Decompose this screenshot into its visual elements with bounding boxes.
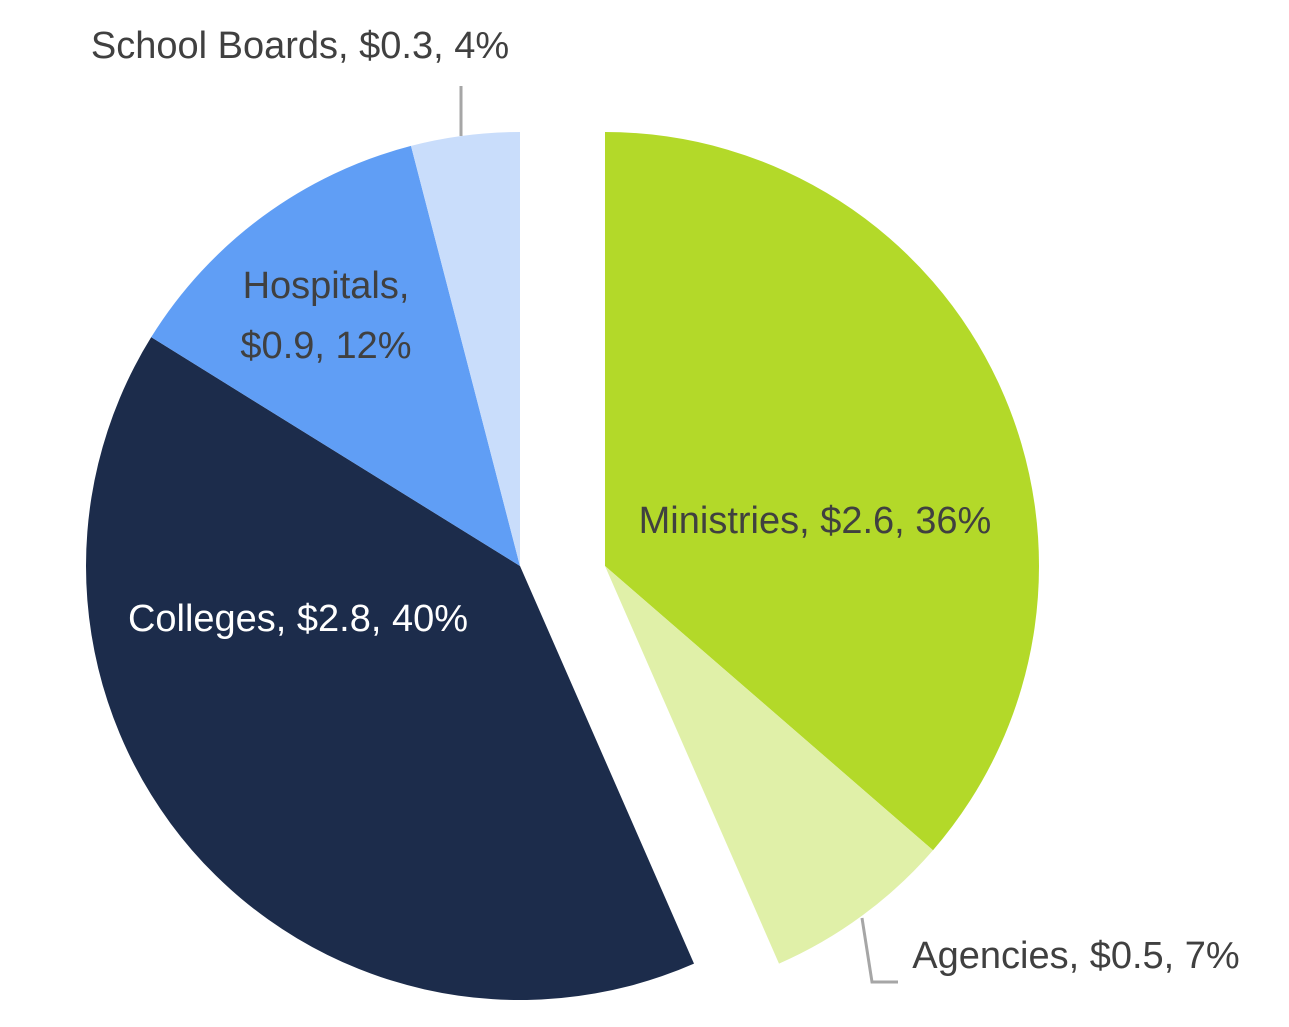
data-label-line: School Boards, $0.3, 4% [91,25,509,67]
pie-slice-colleges [85,337,694,1000]
data-label-school-boards: School Boards, $0.3, 4% [91,25,509,67]
leader-lines [459,86,898,984]
pie-slices [85,132,1040,1000]
pie-slice-hospitals [151,145,520,566]
data-label-line: Colleges, $2.8, 40% [128,598,468,640]
data-label-ministries: Ministries, $2.6, 36% [639,500,992,542]
data-labels: Ministries, $2.6, 36% Agencies, $0.5, 7% C… [91,25,1240,977]
data-label-line: Ministries, $2.6, 36% [639,500,992,542]
data-label-colleges: Colleges, $2.8, 40% [128,598,468,640]
data-label-line: Hospitals, [243,265,410,307]
pie-slice-school-boards [411,132,520,566]
leader-line-agencies [860,917,898,984]
pie-slice-agencies [605,566,933,964]
data-label-line: Agencies, $0.5, 7% [912,935,1239,977]
data-label-agencies: Agencies, $0.5, 7% [912,935,1239,977]
data-label-line: $0.9, 12% [240,325,411,367]
pie-slice-ministries [605,132,1040,851]
data-label-hospitals: Hospitals, $0.9, 12% [240,265,411,367]
